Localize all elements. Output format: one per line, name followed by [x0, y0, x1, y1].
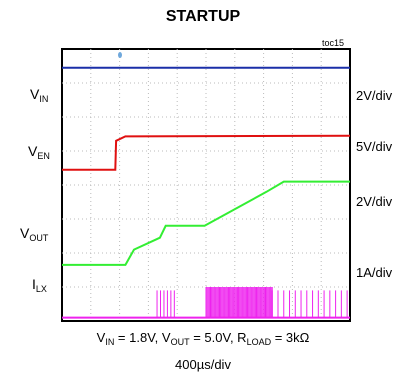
- ven-trace: [62, 134, 351, 171]
- figure-tag: toc15: [322, 38, 345, 48]
- grid: [62, 49, 350, 321]
- vin-label: VIN: [30, 86, 49, 104]
- ven-scale: 5V/div: [356, 139, 393, 154]
- time-per-div: 400µs/div: [175, 357, 231, 372]
- ilx-label: ILX: [32, 276, 47, 294]
- ilx-switching-burst: [205, 287, 273, 318]
- chart-title: STARTUP: [165, 8, 241, 25]
- vout-scale: 2V/div: [356, 194, 393, 209]
- traces: [62, 66, 351, 319]
- ilx-switching-burst: [271, 290, 348, 318]
- ven-label: VEN: [28, 143, 50, 161]
- ilx-switching-burst: [156, 290, 175, 318]
- ilx-scale: 1A/div: [356, 265, 393, 280]
- vin-scale: 2V/div: [356, 88, 393, 103]
- vout-label: VOUT: [20, 225, 49, 243]
- vout-trace: [62, 180, 350, 266]
- trigger-marker: [118, 52, 122, 58]
- test-conditions: VIN = 1.8V, VOUT = 5.0V, RLOAD = 3kΩ: [96, 330, 310, 347]
